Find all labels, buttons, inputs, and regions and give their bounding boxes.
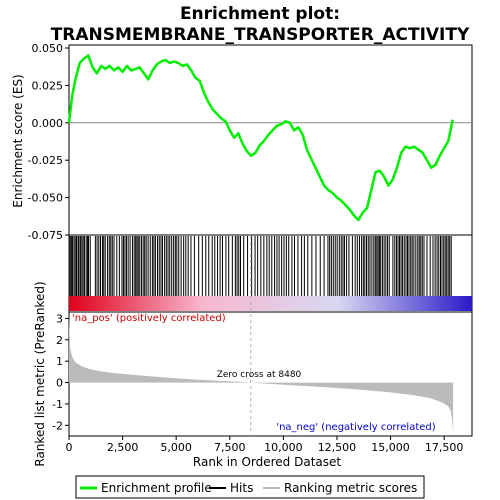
legend: Enrichment profile Hits Ranking metric s… (75, 475, 425, 499)
es-y-tick-label: -0.050 (28, 192, 63, 205)
es-y-tick-label: 0.025 (32, 79, 64, 92)
zero-cross-label: Zero cross at 8480 (217, 370, 302, 380)
hits-panel (68, 234, 473, 313)
x-tick-label: 2,500 (107, 441, 139, 454)
legend-label-hits: Hits (230, 481, 253, 495)
hit-marks (68, 236, 452, 296)
metric-y-tick-label: 3 (56, 312, 63, 325)
legend-label-ranking-metric-scores: Ranking metric scores (284, 481, 417, 495)
x-tick-label: 12,500 (318, 441, 357, 454)
metric-y-tick-label: -2 (52, 419, 63, 432)
es-y-tick-label: -0.025 (28, 154, 63, 167)
metric-y-axis-label: Ranked list metric (PreRanked) (33, 281, 47, 466)
x-tick-label: 0 (66, 441, 73, 454)
x-tick-label: 5,000 (160, 441, 192, 454)
es-panel: 0.050 0.025 0.000 -0.025 -0.050 -0.075 Enrich… (11, 42, 473, 242)
x-tick-label: 10,000 (264, 441, 303, 454)
metric-y-tick-label: 0 (56, 377, 63, 390)
metric-y-tick-label: -1 (52, 398, 63, 411)
es-y-axis: 0.050 0.025 0.000 -0.025 -0.050 -0.075 (28, 42, 69, 242)
es-y-axis-label: Enrichment score (ES) (11, 74, 25, 207)
rank-x-axis: 0 2,500 5,000 7,500 10,000 12,500 15,000 17,500 (66, 436, 464, 454)
metric-y-tick-label: 1 (56, 355, 63, 368)
es-panel-frame (68, 44, 473, 236)
x-tick-label: 17,500 (425, 441, 464, 454)
metric-y-tick-label: 2 (56, 334, 63, 347)
na-pos-label: 'na_pos' (positively correlated) (72, 313, 226, 324)
rank-color-bar (69, 296, 472, 311)
enrichment-profile-line (67, 54, 454, 222)
es-y-tick-label: 0.050 (32, 42, 64, 55)
legend-frame (75, 475, 425, 499)
es-y-tick-label: -0.075 (28, 229, 63, 242)
x-tick-label: 15,000 (371, 441, 410, 454)
x-tick-label: 7,500 (214, 441, 246, 454)
na-neg-label: 'na_neg' (negatively correlated) (276, 422, 435, 433)
chart-title-line-1: Enrichment plot: (180, 4, 340, 24)
x-axis-label: Rank in Ordered Dataset (193, 455, 341, 469)
chart-title-line-2: TRANSMEMBRANE_TRANSPORTER_ACTIVITY (51, 25, 470, 45)
legend-label-enrichment-profile: Enrichment profile (101, 481, 212, 495)
metric-panel: 3 2 1 0 -1 -2 0 2,500 5,000 7,500 10,000 12,500 15,… (33, 236, 473, 469)
metric-y-axis: 3 2 1 0 -1 -2 (52, 312, 69, 432)
es-y-tick-label: 0.000 (32, 117, 64, 130)
